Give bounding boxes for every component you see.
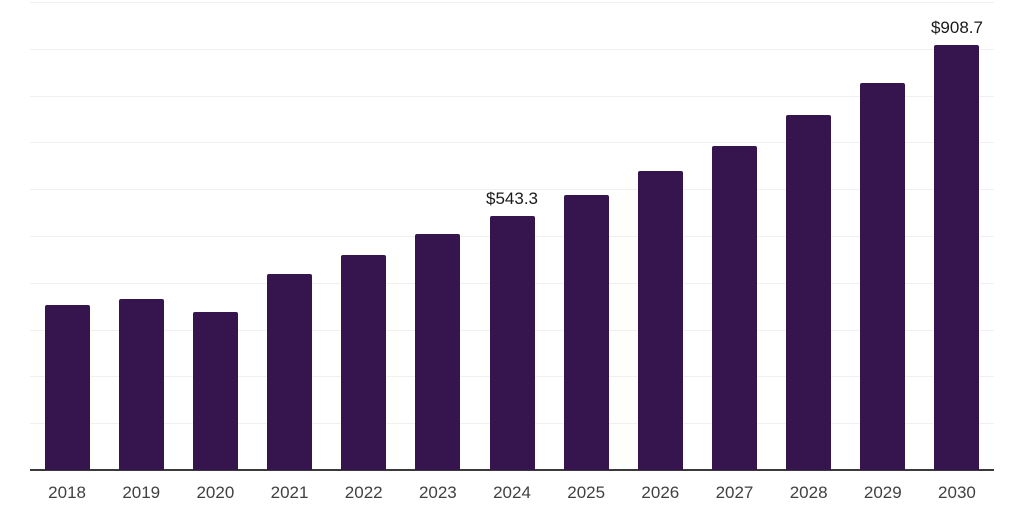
bar-group [30,2,104,470]
bar-group [772,2,846,470]
x-axis-tick-label: 2030 [938,483,976,502]
bar [415,233,461,470]
x-axis-tick-label: 2020 [196,483,235,502]
x-axis-tick-label: 2026 [641,483,680,502]
x-axis-tick-label: 2019 [122,483,161,502]
bar [341,255,387,470]
bar-group [401,2,475,470]
x-axis-tick-label: 2023 [418,483,457,502]
gridline [30,48,994,50]
x-axis-tick-label: 2029 [863,483,902,502]
bar [44,305,90,470]
gridline [30,142,994,144]
x-axis-tick-label: 2028 [789,483,828,502]
x-axis-tick-label: 2027 [715,483,754,502]
x-axis: 2018 2019 2020 2021 2022 2023 2024 2025 2026 2027… [30,483,994,503]
x-axis-tick-label: 2024 [493,483,531,502]
bar-group: $908.7 [920,2,994,470]
bar [118,298,164,470]
x-axis-tick-label: 2022 [344,483,383,502]
gridline [30,2,994,3]
bar [563,194,609,470]
bar-group [327,2,401,470]
x-axis-tick-label: 2025 [567,483,606,502]
bar [489,215,535,470]
bar-series: $543.3 $908.7 [30,2,994,470]
bar-group [697,2,771,470]
bar-value-label: $543.3 [486,188,539,208]
bar [267,274,313,470]
bar [711,145,757,470]
bar [934,44,980,470]
gridline [30,95,994,97]
bar-group: $543.3 [475,2,549,470]
bar-group [252,2,326,470]
bar [860,82,906,470]
bar [786,115,832,470]
x-axis-line [30,469,994,471]
bar [192,311,238,470]
bar-group [104,2,178,470]
bar-group [549,2,623,470]
bar-value-label: $908.7 [930,17,983,37]
bar [637,171,683,470]
bar-group [846,2,920,470]
x-axis-tick-label: 2018 [48,483,86,502]
plot-area: $543.3 $908.7 [30,2,994,471]
bar-group [623,2,697,470]
x-axis-tick-label: 2021 [270,483,309,502]
gridline [30,189,994,191]
bar-group [178,2,252,470]
